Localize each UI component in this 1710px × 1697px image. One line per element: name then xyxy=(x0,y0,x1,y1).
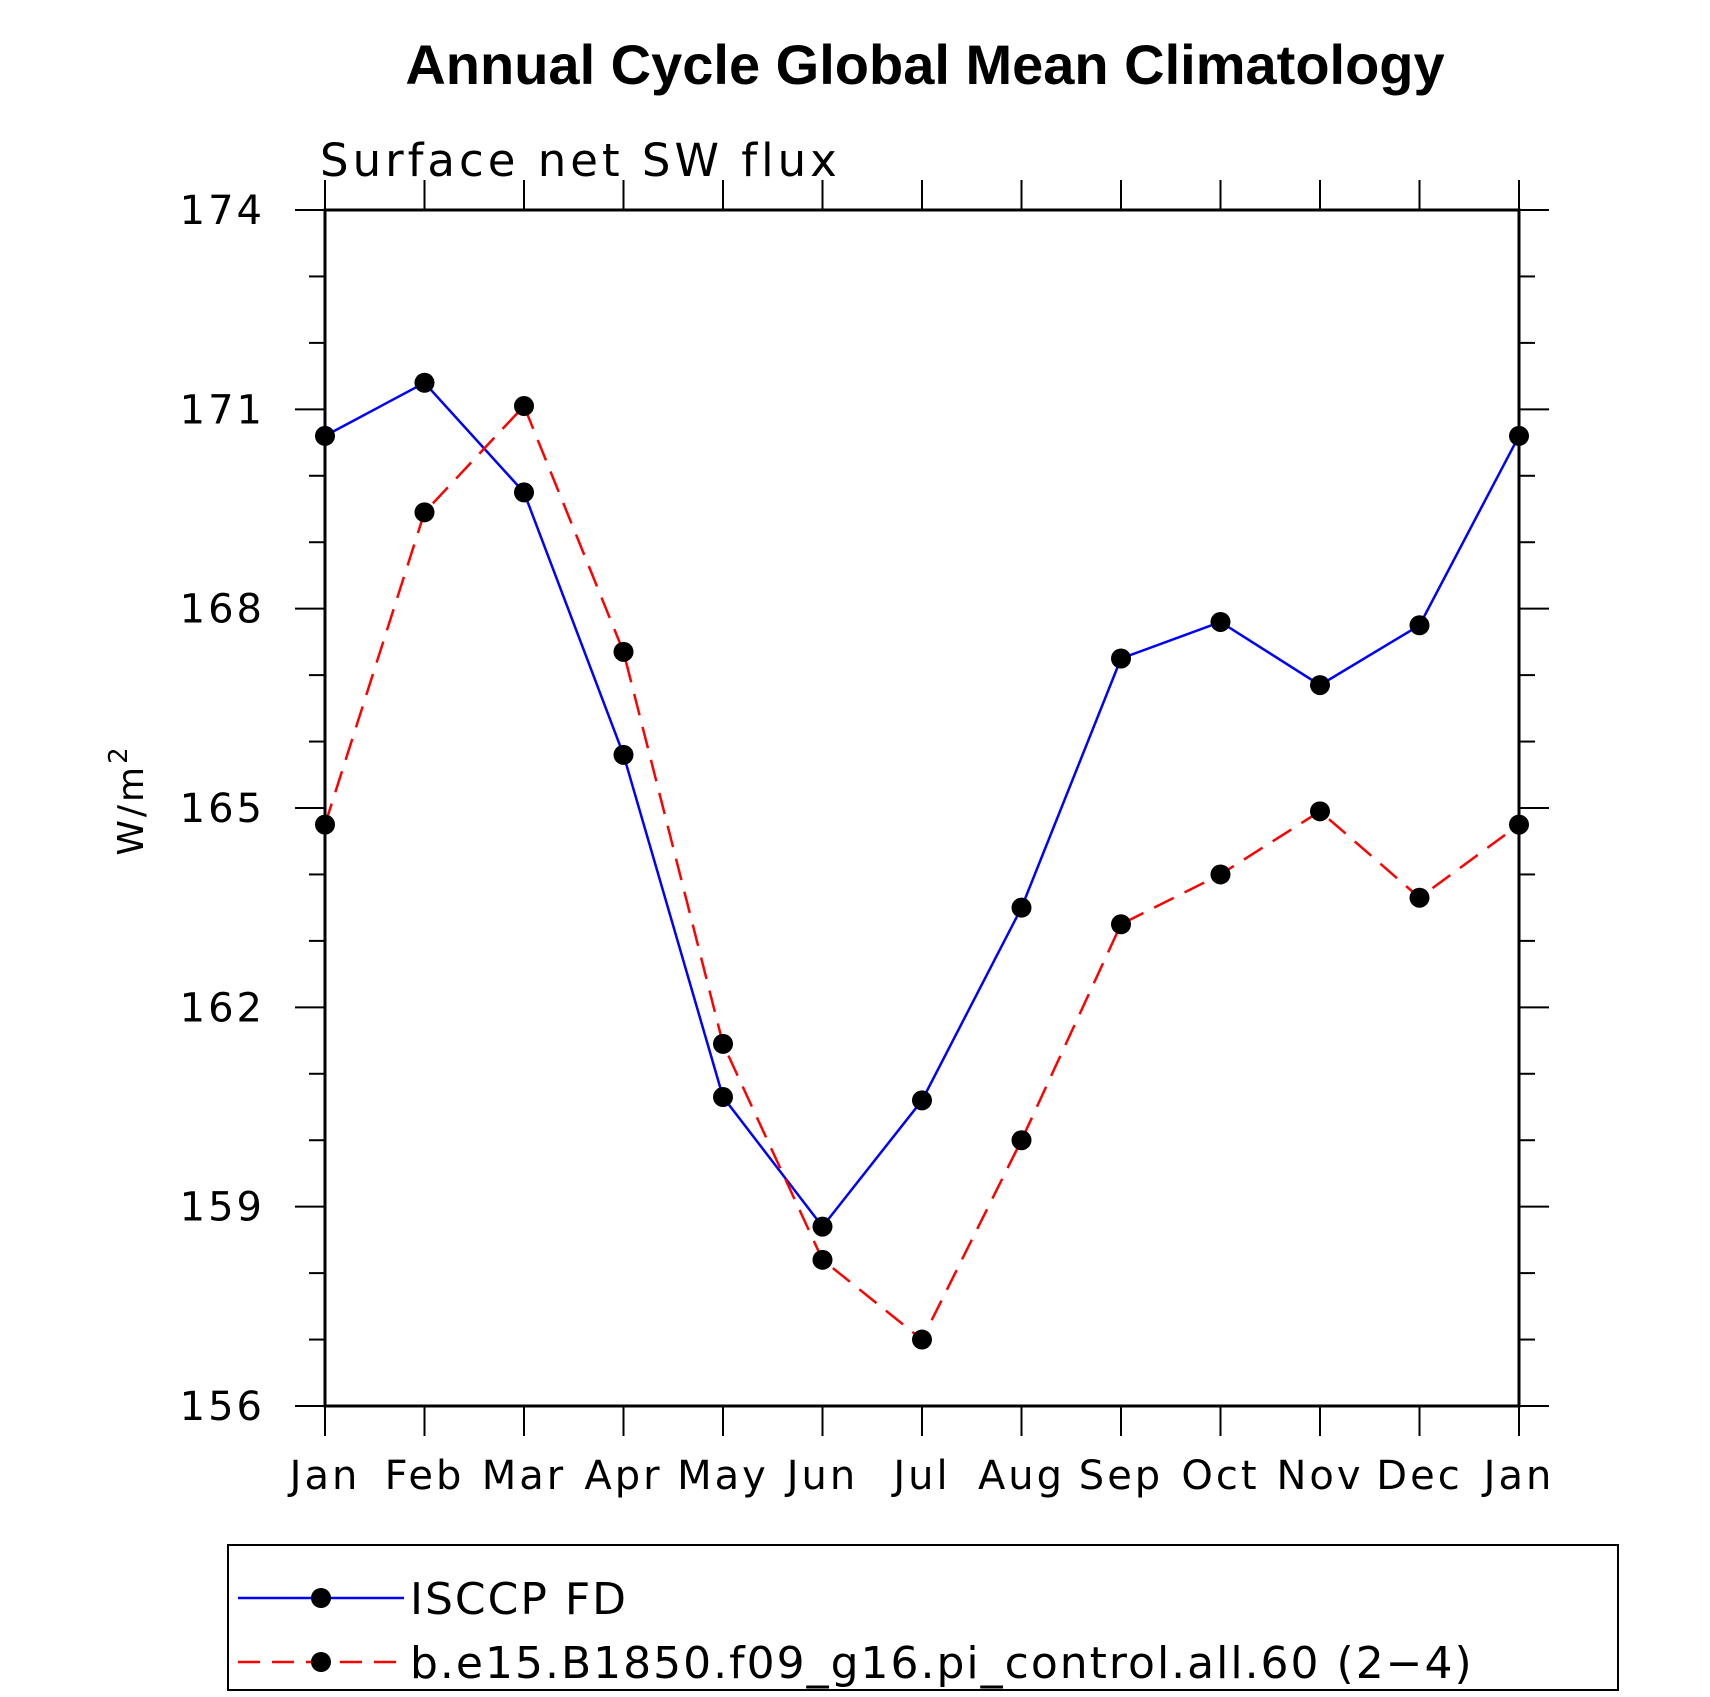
y-tick-label: 165 xyxy=(180,786,265,832)
x-tick-label: Jan xyxy=(1481,1453,1555,1499)
y-tick-label: 171 xyxy=(180,387,265,433)
data-point xyxy=(613,641,634,662)
data-point xyxy=(613,744,634,765)
x-tick-label: Dec xyxy=(1376,1453,1462,1499)
y-tick-label: 156 xyxy=(180,1384,265,1430)
x-tick-label: May xyxy=(677,1453,769,1499)
x-tick-label: Apr xyxy=(584,1453,662,1499)
data-point xyxy=(514,396,534,417)
x-tick-label: Nov xyxy=(1276,1453,1363,1499)
legend-item: ISCCP FD xyxy=(238,1574,628,1625)
svg-text:W/m2: W/m2 xyxy=(104,744,152,855)
x-tick-label: Jul xyxy=(890,1453,950,1499)
series-1 xyxy=(315,372,1529,1237)
data-point xyxy=(1111,648,1131,669)
legend-label: ISCCP FD xyxy=(410,1574,628,1625)
chart-title: Annual Cycle Global Mean Climatology xyxy=(405,33,1444,96)
x-tick-label: Oct xyxy=(1181,1453,1259,1499)
x-tick-label: Jun xyxy=(784,1453,859,1499)
y-axis-label-text: W/m xyxy=(111,764,152,856)
x-tick-labels: Jan Feb Mar Apr May Jun Jul Aug Sep Oct Nov Dec Jan xyxy=(287,1453,1555,1499)
x-tick-label: Feb xyxy=(385,1453,465,1499)
axis-ticks xyxy=(295,180,1549,1436)
data-point xyxy=(1310,801,1330,822)
series-line xyxy=(323,403,1520,1342)
y-axis-label-superscript: 2 xyxy=(104,744,134,764)
legend-item: b.e15.B1850.f09_g16.pi_control.all.60 (2… xyxy=(238,1638,1474,1689)
x-tick-label: Jan xyxy=(287,1453,361,1499)
y-axis-label: W/m2 xyxy=(104,744,152,855)
y-tick-label: 174 xyxy=(180,188,265,234)
x-tick-label: Aug xyxy=(978,1453,1065,1499)
data-point xyxy=(414,372,435,393)
legend-marker xyxy=(311,1588,331,1608)
legend: ISCCP FD b.e15.B1850.f09_g16.pi_control.a… xyxy=(227,1544,1619,1691)
legend-box xyxy=(227,1544,1619,1691)
data-point xyxy=(414,502,435,523)
data-point xyxy=(1111,914,1131,935)
data-point xyxy=(1011,897,1032,918)
y-tick-labels: 174 171 168 165 162 159 156 xyxy=(180,188,265,1430)
data-point xyxy=(1409,615,1430,636)
data-point xyxy=(1011,1130,1032,1151)
data-point xyxy=(713,1033,733,1054)
x-tick-label: Sep xyxy=(1079,1453,1163,1499)
data-point xyxy=(1210,611,1231,632)
legend-label: b.e15.B1850.f09_g16.pi_control.all.60 (2… xyxy=(410,1638,1474,1689)
legend-marker xyxy=(311,1652,331,1672)
chart-subtitle: Surface net SW flux xyxy=(320,134,841,187)
x-tick-label: Mar xyxy=(482,1453,566,1499)
data-point xyxy=(912,1329,932,1350)
data-point xyxy=(812,1249,833,1270)
y-tick-label: 168 xyxy=(180,587,265,633)
data-point xyxy=(1409,887,1430,908)
data-point xyxy=(912,1090,932,1111)
data-point xyxy=(812,1216,833,1237)
data-point xyxy=(713,1087,733,1108)
series-layer xyxy=(315,372,1529,1350)
y-tick-label: 162 xyxy=(180,985,265,1031)
data-point xyxy=(1310,675,1330,696)
plot-frame xyxy=(323,208,1521,1408)
data-point xyxy=(1210,864,1231,885)
y-tick-label: 159 xyxy=(180,1185,265,1231)
data-point xyxy=(514,482,534,503)
series-2 xyxy=(315,396,1529,1350)
